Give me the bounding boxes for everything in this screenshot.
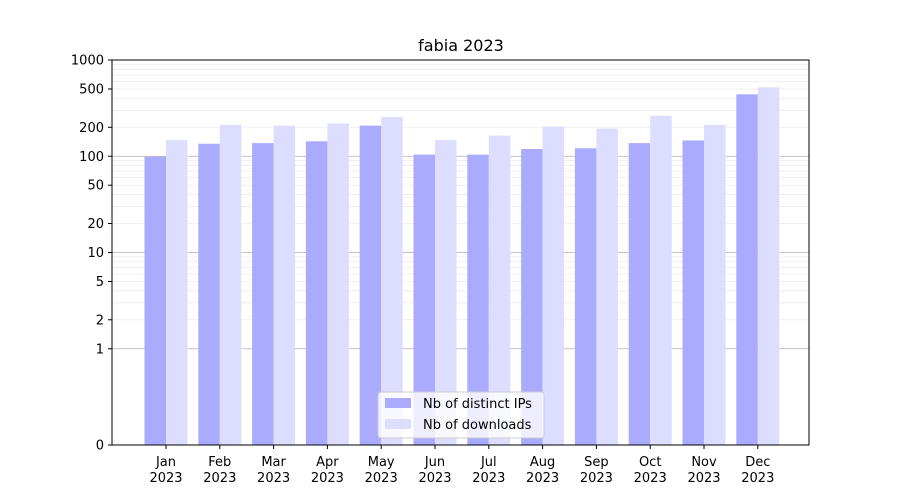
x-tick-label-month: Dec [745, 455, 770, 470]
bar-distinct-ips-feb [198, 143, 220, 445]
x-tick-label-month: Jun [424, 455, 445, 470]
x-tick-label-year: 2023 [365, 471, 398, 486]
x-tick-label-year: 2023 [418, 471, 451, 486]
legend-swatch-downloads [385, 419, 411, 429]
bar-distinct-ips-nov [682, 140, 704, 445]
x-tick-label-year: 2023 [472, 471, 505, 486]
y-tick-label: 100 [79, 150, 104, 165]
legend-label-downloads: Nb of downloads [423, 418, 532, 433]
bar-downloads-aug [542, 126, 565, 445]
y-tick-label: 500 [79, 82, 104, 97]
legend-label-distinct-ips: Nb of distinct IPs [423, 397, 532, 412]
x-tick-label-year: 2023 [311, 471, 344, 486]
y-tick-label: 200 [79, 121, 104, 136]
y-tick-label: 50 [87, 179, 104, 194]
bar-downloads-oct [650, 115, 672, 446]
legend: Nb of distinct IPs Nb of downloads [377, 391, 545, 439]
x-tick-label-year: 2023 [203, 471, 236, 486]
bar-distinct-ips-sep [574, 148, 597, 445]
x-tick-label-month: Aug [530, 455, 555, 470]
bar-distinct-ips-may [359, 125, 382, 445]
bar-distinct-ips-apr [305, 141, 328, 446]
x-tick-label-year: 2023 [741, 471, 774, 486]
x-tick-label-year: 2023 [580, 471, 613, 486]
bar-distinct-ips-aug [521, 148, 543, 445]
bar-downloads-apr [327, 123, 349, 446]
bar-downloads-may [381, 117, 403, 445]
x-tick-label-month: Mar [261, 455, 286, 470]
chart-title: fabia 2023 [418, 36, 504, 55]
bar-downloads-jan [166, 140, 188, 446]
bar-distinct-ips-jul [467, 154, 489, 445]
legend-box [377, 391, 545, 439]
x-tick-label-month: Feb [208, 455, 231, 470]
bar-distinct-ips-jan [144, 156, 166, 445]
bar-downloads-dec [757, 87, 780, 445]
legend-swatch-distinct-ips [385, 398, 411, 408]
bar-downloads-feb [219, 124, 242, 445]
y-tick-label: 2 [96, 313, 104, 328]
bar-downloads-jul [488, 135, 511, 445]
x-tick-label-year: 2023 [687, 471, 720, 486]
x-tick-label-year: 2023 [149, 471, 182, 486]
x-tick-label-month: Jan [155, 455, 176, 470]
y-tick-label: 0 [96, 439, 104, 454]
x-tick-label-month: Sep [584, 455, 609, 470]
y-tick-label: 20 [87, 217, 104, 232]
bars [144, 87, 780, 446]
x-axis: Jan2023Feb2023Mar2023Apr2023May2023Jun20… [149, 445, 774, 486]
y-axis: 0 1 2 5 10 20 50 100 200 500 1000 [71, 54, 112, 454]
x-tick-label-year: 2023 [634, 471, 667, 486]
bar-downloads-nov [704, 124, 726, 445]
x-tick-label-year: 2023 [257, 471, 290, 486]
bar-distinct-ips-mar [252, 143, 274, 446]
y-tick-label: 5 [96, 275, 104, 290]
bar-distinct-ips-jun [413, 154, 435, 445]
y-tick-label: 1 [96, 342, 104, 357]
x-tick-label-month: Apr [316, 455, 339, 470]
y-tick-label: 1000 [71, 54, 104, 69]
bar-distinct-ips-dec [736, 94, 758, 445]
x-tick-label-month: Jul [480, 455, 497, 470]
x-tick-label-month: Oct [639, 455, 661, 470]
x-tick-label-year: 2023 [526, 471, 559, 486]
bar-downloads-mar [273, 125, 296, 445]
bar-distinct-ips-oct [628, 143, 651, 446]
y-tick-label: 10 [87, 246, 104, 261]
bar-downloads-jun [435, 140, 457, 446]
x-tick-label-month: Nov [691, 455, 717, 470]
x-tick-label-month: May [368, 455, 395, 470]
bar-downloads-sep [596, 128, 618, 446]
